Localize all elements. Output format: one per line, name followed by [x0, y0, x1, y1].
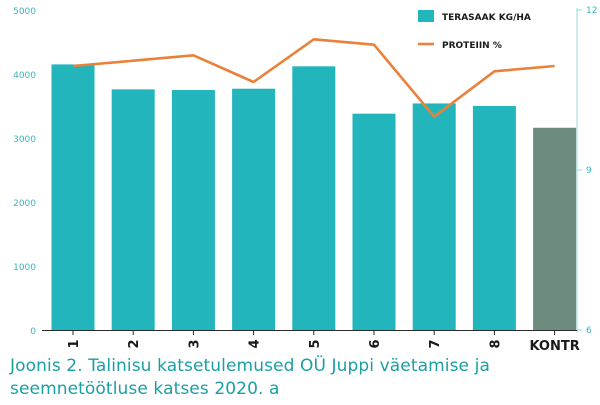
- right-axis: 6 9 12: [576, 6, 597, 336]
- x-tick-label: 3: [187, 339, 202, 348]
- bar-7: [412, 103, 456, 330]
- bar-3: [171, 90, 215, 330]
- x-tick-label: 4: [248, 339, 263, 348]
- legend: TERASAAK KG/HA PROTEIIN %: [418, 10, 531, 51]
- left-tick-label: 4000: [13, 71, 36, 81]
- left-tick-label: 2000: [13, 199, 36, 209]
- right-tick-label: 6: [586, 326, 592, 336]
- bar-5: [292, 66, 336, 330]
- bar-2: [111, 89, 155, 330]
- right-tick-label: 9: [586, 166, 592, 176]
- legend-label-protein: PROTEIIN %: [442, 41, 502, 51]
- x-tick-label: KONTR: [529, 339, 579, 352]
- left-tick-label: 5000: [13, 7, 36, 17]
- protein-line-layer: [72, 37, 555, 118]
- x-tick-label: 1: [67, 339, 82, 348]
- bar-6: [352, 113, 396, 331]
- figure-caption: Joonis 2. Talinisu katsetulemused OÜ Jup…: [10, 356, 490, 399]
- left-axis: 0 1000 2000 3000 4000 5000: [13, 7, 36, 337]
- bar-8: [472, 106, 516, 330]
- x-tick-label: 5: [308, 339, 323, 348]
- left-tick-label: 3000: [13, 135, 36, 145]
- x-tick-label: 7: [428, 339, 443, 348]
- x-axis: 1 2 3 4 5 6 7 8 KONTR: [42, 330, 580, 352]
- left-tick-label: 0: [30, 327, 36, 337]
- legend-swatch-bar: [418, 10, 434, 22]
- bar-1: [51, 64, 95, 331]
- left-tick-label: 1000: [13, 263, 36, 273]
- bar-4: [232, 88, 276, 330]
- x-tick-label: 6: [368, 339, 383, 348]
- bar-KONTR: [533, 127, 577, 330]
- bars: [51, 64, 577, 331]
- x-tick-label: 8: [488, 339, 503, 348]
- legend-label-yield: TERASAAK KG/HA: [442, 13, 531, 23]
- right-tick-label: 12: [586, 6, 597, 16]
- x-tick-label: 2: [127, 339, 142, 348]
